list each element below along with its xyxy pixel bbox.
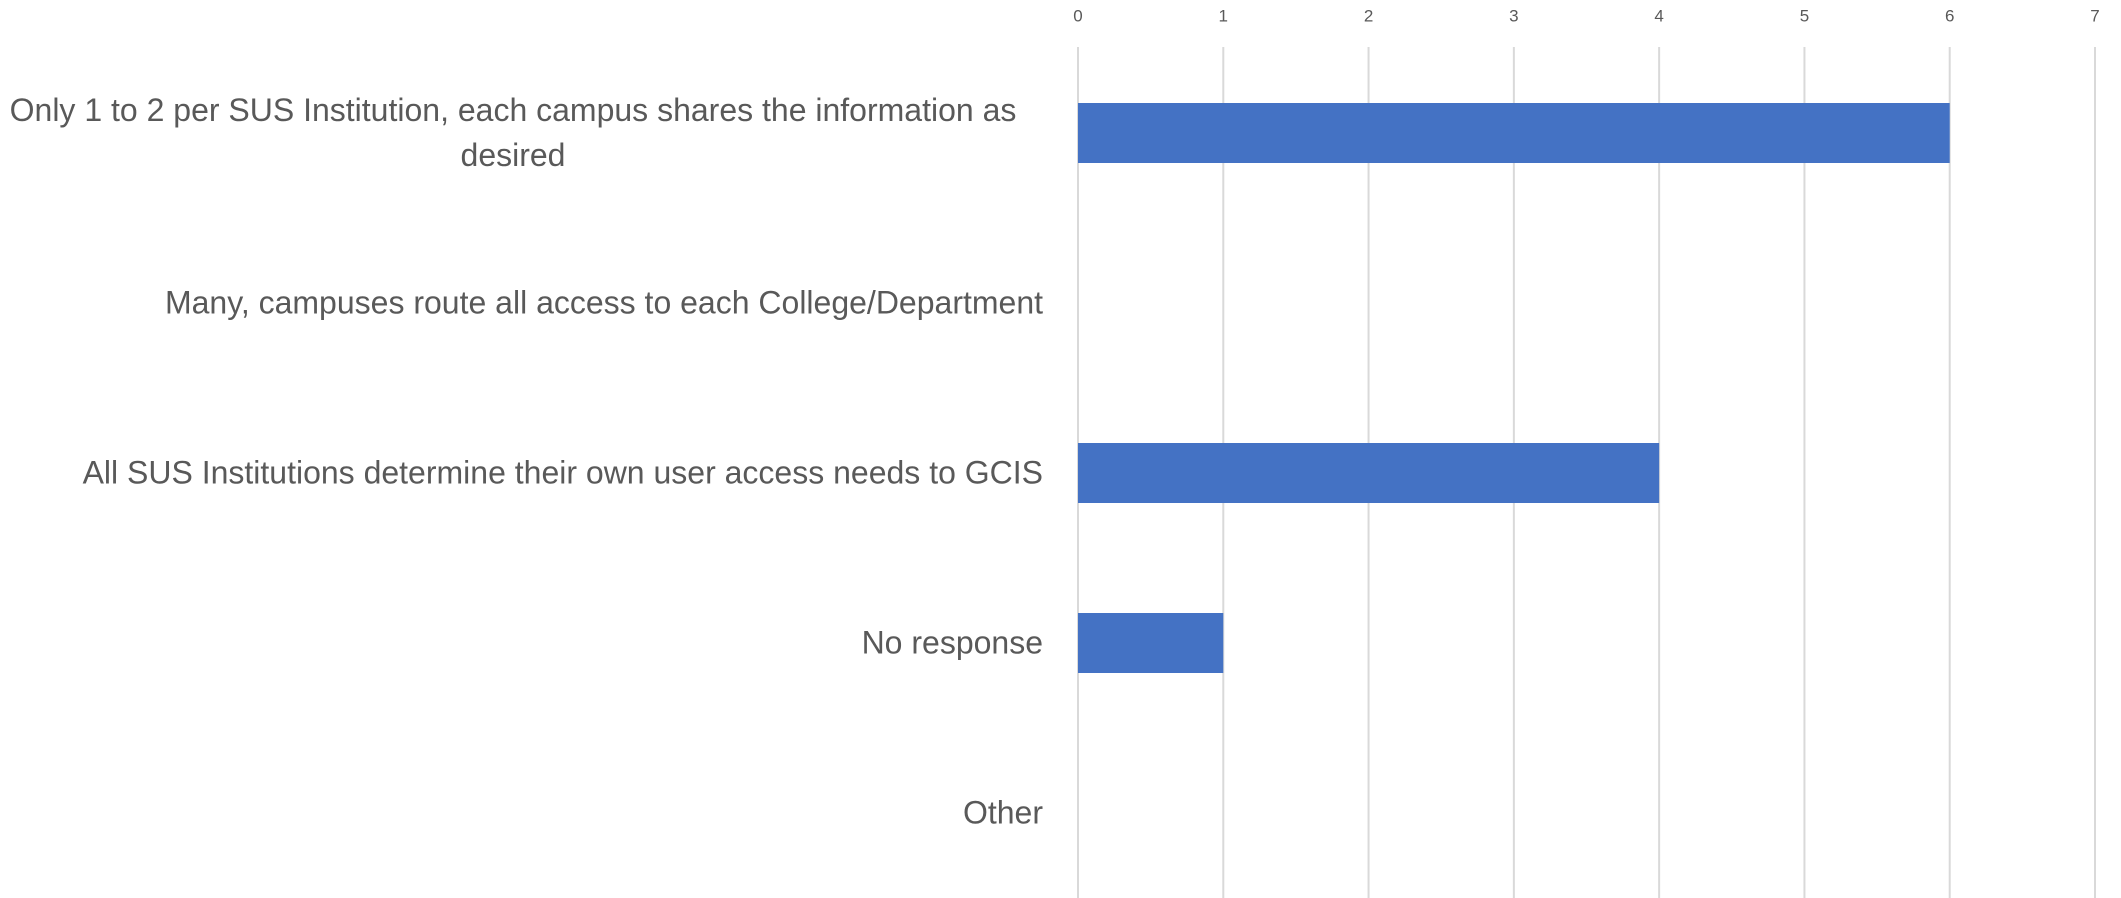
x-tick-label: 6 (1945, 6, 1954, 25)
y-tick-label: No response (861, 624, 1043, 661)
x-tick-label: 3 (1509, 6, 1518, 25)
x-tick-label: 0 (1073, 6, 1082, 25)
x-tick-label: 1 (1219, 6, 1228, 25)
bar (1078, 103, 1950, 163)
x-tick-label: 2 (1364, 6, 1373, 25)
x-tick-label: 7 (2090, 6, 2099, 25)
y-tick-label: Only 1 to 2 per SUS Institution, each ca… (9, 92, 1017, 173)
bar (1078, 613, 1224, 673)
y-tick-label: Other (962, 794, 1043, 831)
y-tick-label: Many, campuses route all access to each … (164, 284, 1043, 321)
bar (1078, 443, 1660, 503)
x-tick-label: 4 (1654, 6, 1663, 25)
x-tick-label: 5 (1800, 6, 1809, 25)
y-tick-label: All SUS Institutions determine their own… (82, 454, 1043, 491)
